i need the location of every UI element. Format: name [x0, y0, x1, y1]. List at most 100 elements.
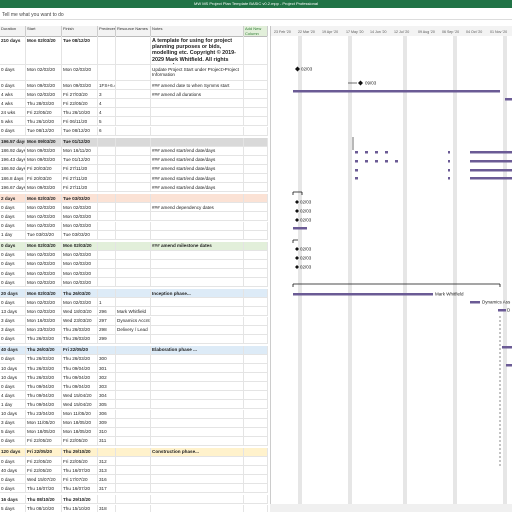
cell-resource [116, 174, 151, 183]
timescale-label: 19 Apr '20 [322, 30, 338, 34]
cell-notes: ### amend start/end date/days [151, 164, 244, 173]
cell-start: Thu 26/03/20 [26, 345, 62, 354]
cell-duration: 16 days [0, 495, 26, 504]
cell-notes [151, 495, 244, 504]
cell-add [244, 146, 268, 155]
task-row: 0 days Mon 02/03/20 Mon 02/03/20 [0, 212, 268, 222]
cell-resource [116, 194, 151, 203]
cell-predecessors: 302 [98, 373, 116, 382]
cell-finish: Fri 22/05/20 [62, 436, 98, 445]
gantt-label: 02/03 [300, 256, 312, 261]
cell-notes [151, 108, 244, 117]
cell-predecessors [98, 221, 116, 230]
cell-finish: Fri 27/11/20 [62, 164, 98, 173]
cell-duration: 10 days [0, 373, 26, 382]
cell-start: Mon 02/03/20 [26, 307, 62, 316]
cell-add [244, 164, 268, 173]
cell-finish: Fri 22/05/20 [62, 457, 98, 466]
task-row: 0 days Mon 02/03/20 Mon 02/03/20 1 [0, 298, 268, 308]
cell-duration: 13 days [0, 307, 26, 316]
cell-duration: 0 days [0, 484, 26, 493]
cell-add [244, 307, 268, 316]
task-row: 186.92 days Fri 20/03/20 Fri 27/11/20 ### a… [0, 164, 268, 174]
gantt-label: 02/03 [300, 218, 312, 223]
cell-add [244, 400, 268, 409]
task-row: 0 days Mon 09/03/20 Mon 09/03/20 1FS+6.4 ###… [0, 81, 268, 91]
cell-predecessors [98, 137, 116, 146]
cell-predecessors: 4 [98, 108, 116, 117]
cell-predecessors: 299 [98, 334, 116, 343]
cell-add [244, 126, 268, 135]
cell-finish: Tue 01/12/20 [62, 137, 98, 146]
cell-predecessors [98, 203, 116, 212]
cell-duration: 0 days [0, 475, 26, 484]
cell-finish: Fri 22/05/20 [62, 99, 98, 108]
cell-add [244, 345, 268, 354]
cell-resource [116, 427, 151, 436]
cell-resource [116, 241, 151, 250]
cell-notes: ### amend start/end date/days [151, 183, 244, 192]
cell-add [244, 316, 268, 325]
cell-start: Thu 26/03/20 [26, 373, 62, 382]
cell-notes [151, 400, 244, 409]
cell-resource [116, 221, 151, 230]
gantt-label: Mark Whitfield [435, 292, 464, 297]
cell-duration: 196.43 days [1, 155, 26, 164]
task-row: 5 wks Thu 26/10/20 Fri 06/11/20 5 [0, 117, 268, 127]
cell-predecessors [98, 289, 116, 298]
timescale-label: 01 Nov '20 [490, 30, 507, 34]
cell-add [244, 373, 268, 382]
cell-start: Fri 22/05/20 [26, 108, 62, 117]
cell-resource [116, 382, 151, 391]
timescale-label: 12 Jul '20 [394, 30, 409, 34]
cell-duration: 40 days [0, 466, 26, 475]
cell-predecessors [98, 65, 116, 80]
cell-duration: 0 days [0, 382, 26, 391]
cell-add [244, 457, 268, 466]
cell-duration: 1 day [0, 230, 26, 239]
cell-resource [116, 364, 151, 373]
cell-start: Mon 09/03/20 [26, 146, 62, 155]
cell-predecessors [98, 250, 116, 259]
cell-notes: ### amend date to when Symms start [151, 81, 244, 90]
cell-duration: 186.92 days [1, 146, 26, 155]
cell-predecessors [98, 241, 116, 250]
task-row: 4 days Thu 09/04/20 Wed 15/04/20 304 [0, 391, 268, 401]
cell-duration: 186.92 days [1, 164, 26, 173]
cell-start: Thu 26/03/20 [26, 334, 62, 343]
cell-finish: Fri 06/11/20 [62, 117, 98, 126]
cell-add [244, 409, 268, 418]
cell-duration: 0 days [0, 65, 26, 80]
cell-add [244, 325, 268, 334]
cell-add [244, 212, 268, 221]
timescale-label: 22 Mar '20 [298, 30, 315, 34]
cell-resource [116, 436, 151, 445]
cell-duration: 4 wks [0, 99, 26, 108]
cell-notes: ### amend start/end date/days [151, 174, 244, 183]
cell-finish: Thu 26/03/20 [62, 334, 98, 343]
cell-finish: Thu 09/04/20 [62, 364, 98, 373]
title-bar: MW MS Project Plan Template BASIC v0.2.m… [0, 0, 512, 8]
cell-predecessors [98, 155, 116, 164]
cell-predecessors: 1 [98, 298, 116, 307]
dashed-bars [355, 151, 512, 180]
cell-resource [116, 212, 151, 221]
cell-add [244, 495, 268, 504]
cell-start: Fri 22/05/20 [26, 436, 62, 445]
cell-predecessors [98, 183, 116, 192]
cell-add [244, 155, 268, 164]
cell-resource [116, 90, 151, 99]
cell-finish: Fri 17/07/20 [62, 475, 98, 484]
cell-notes [151, 221, 244, 230]
cell-add [244, 466, 268, 475]
column-header: Add New Column [244, 26, 268, 36]
task-row: 0 days Mon 02/03/20 Mon 02/03/20 [0, 278, 268, 288]
task-row: 3 days Mon 16/03/20 Wed 23/03/20 297 Dynamic… [0, 316, 268, 326]
cell-predecessors [98, 278, 116, 287]
task-row: 4 wks Thu 28/03/20 Fri 22/05/20 4 [0, 99, 268, 109]
cell-resource [116, 278, 151, 287]
tell-me[interactable]: Tell me what you want to do [0, 10, 512, 20]
cell-finish: Mon 16/11/20 [62, 146, 98, 155]
cell-duration: 0 days [0, 334, 26, 343]
cell-start: Thu 09/04/20 [26, 400, 62, 409]
